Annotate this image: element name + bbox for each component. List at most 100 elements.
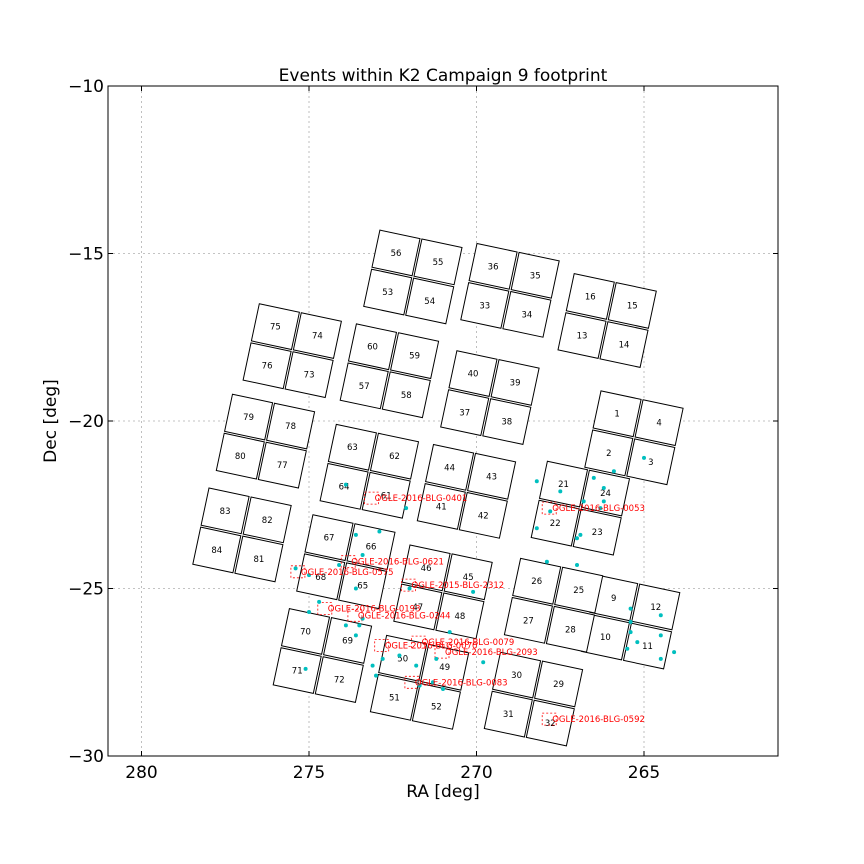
ccd-chip-label: 13 — [577, 332, 588, 342]
event-box — [541, 712, 557, 726]
ccd-chip — [512, 557, 562, 605]
ccd-chip-label: 35 — [530, 271, 541, 281]
y-tick-label: −15 — [68, 245, 104, 265]
event-label: OGLE-2016-BLG-0083 — [415, 678, 508, 688]
ccd-chip-label: 3 — [648, 458, 653, 468]
ccd-chip-label: 55 — [433, 258, 444, 268]
ccd-chip — [448, 350, 498, 397]
event-label: OGLE-2016-BLG-0401 — [375, 494, 468, 504]
event-point — [343, 482, 348, 487]
ccd-chip-label: 56 — [391, 249, 402, 259]
ccd-chip — [416, 483, 466, 530]
ccd-chip — [503, 596, 553, 644]
ccd-chip — [468, 242, 518, 290]
ccd-chip — [327, 423, 377, 471]
ccd-chip-label: 81 — [253, 555, 264, 565]
event-point — [370, 663, 375, 668]
ccd-chip-label: 22 — [550, 519, 561, 529]
ccd-chip — [530, 499, 580, 547]
event-point — [303, 666, 308, 671]
event-label: OGLE-2016-BLG-2093 — [445, 648, 538, 658]
event-box — [347, 608, 363, 622]
event-point — [658, 613, 663, 618]
ccd-chip-label: 29 — [553, 680, 564, 690]
ccd-chip-label: 45 — [463, 573, 474, 583]
event-point — [317, 599, 322, 604]
ccd-chip — [369, 432, 420, 480]
ccd-chip — [234, 535, 284, 583]
ccd-chip-label: 73 — [304, 371, 315, 381]
ccd-chip-label: 41 — [436, 502, 447, 512]
event-box — [401, 578, 416, 592]
ccd-chip — [346, 523, 396, 571]
ccd-chip — [280, 608, 331, 655]
ccd-chip — [584, 429, 634, 477]
ccd-chip — [347, 323, 398, 371]
ccd-chip — [272, 647, 322, 694]
event-point — [397, 653, 402, 658]
ccd-chip — [257, 441, 307, 489]
ccd-chip-label: 83 — [220, 507, 231, 517]
ccd-chip-label: 24 — [600, 489, 611, 499]
ccd-chip — [525, 699, 575, 747]
ccd-chip-label: 1 — [614, 410, 619, 420]
y-tick-label: −10 — [68, 77, 104, 97]
ccd-chip-label: 74 — [312, 332, 323, 342]
ccd-chip-label: 44 — [444, 463, 455, 473]
ccd-chip-label: 72 — [334, 676, 345, 686]
event-box — [374, 639, 390, 652]
event-point — [534, 526, 539, 531]
event-box — [404, 675, 420, 689]
ccd-chip — [250, 303, 300, 351]
event-box — [541, 501, 557, 515]
event-point — [374, 673, 378, 678]
ccd-chip — [565, 273, 615, 320]
ccd-chip — [215, 432, 265, 480]
ccd-chip-label: 53 — [382, 288, 393, 298]
ccd-chip — [292, 312, 342, 359]
event-point — [672, 650, 677, 655]
ccd-chip-label: 11 — [642, 642, 653, 652]
ccd-chip-label: 84 — [211, 546, 222, 556]
ccd-chip-label: 65 — [357, 582, 368, 592]
ccd-chip-label: 43 — [486, 472, 497, 482]
ccd-chip — [413, 238, 463, 286]
event-point — [377, 529, 382, 534]
ccd-chip-label: 23 — [592, 528, 603, 538]
event-point — [447, 630, 452, 635]
ccd-chip — [467, 452, 517, 500]
ccd-chip-label: 57 — [359, 382, 370, 392]
ccd-chip-label: 38 — [501, 418, 512, 428]
event-box — [340, 555, 356, 569]
ccd-chip — [534, 660, 584, 708]
ccd-chip-label: 16 — [585, 293, 596, 303]
ccd-chip-label: 66 — [366, 543, 377, 553]
ccd-chip — [631, 583, 681, 631]
ccd-chip-label: 46 — [421, 564, 432, 574]
ccd-chip-label: 52 — [431, 702, 442, 712]
ccd-chip-label: 75 — [270, 323, 281, 333]
ccd-chip — [361, 471, 411, 519]
ccd-chip-label: 42 — [478, 511, 489, 521]
ccd-chip — [242, 496, 292, 544]
ccd-chip-label: 28 — [565, 625, 576, 635]
event-box — [411, 635, 427, 649]
event-box — [434, 645, 450, 659]
event-box — [364, 491, 380, 505]
event-point — [481, 660, 486, 665]
event-label: OGLE-2016-BLG-0079 — [422, 638, 515, 648]
ccd-chip — [371, 229, 421, 277]
ccd-chip — [483, 690, 533, 738]
ccd-chip-label: 82 — [262, 516, 273, 526]
ccd-chip — [443, 553, 493, 601]
event-point — [293, 566, 298, 571]
ccd-chip — [381, 371, 431, 419]
ccd-chip-label: 31 — [503, 710, 514, 720]
event-point — [558, 489, 563, 494]
ccd-chip — [393, 583, 443, 631]
event-point — [578, 532, 583, 537]
event-point — [658, 656, 663, 661]
ccd-chip — [200, 487, 250, 535]
ccd-chip-label: 60 — [367, 343, 378, 353]
